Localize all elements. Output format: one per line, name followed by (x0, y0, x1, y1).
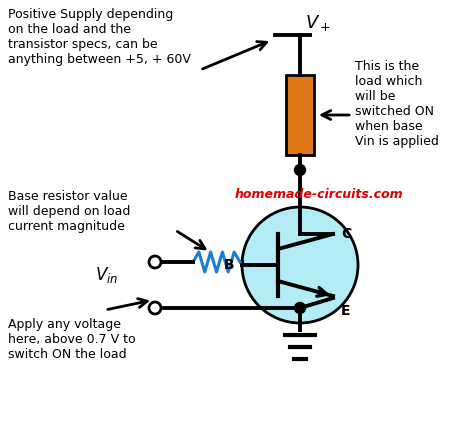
Text: homemade-circuits.com: homemade-circuits.com (235, 189, 404, 202)
Circle shape (294, 303, 306, 314)
Text: B: B (223, 258, 234, 272)
Text: C: C (341, 227, 351, 241)
Circle shape (149, 256, 161, 268)
Circle shape (294, 165, 306, 176)
Text: $V_{in}$: $V_{in}$ (95, 265, 118, 285)
Circle shape (242, 207, 358, 323)
Text: $V_+$: $V_+$ (305, 13, 331, 33)
Bar (286, 75, 314, 155)
Text: This is the
load which
will be
switched ON
when base
Vin is applied: This is the load which will be switched … (355, 60, 439, 148)
Circle shape (149, 302, 161, 314)
Text: Apply any voltage
here, above 0.7 V to
switch ON the load: Apply any voltage here, above 0.7 V to s… (8, 318, 136, 361)
Text: Positive Supply depending
on the load and the
transistor specs, can be
anything : Positive Supply depending on the load an… (8, 8, 191, 66)
Text: Base resistor value
will depend on load
current magnitude: Base resistor value will depend on load … (8, 190, 130, 233)
Text: E: E (341, 304, 350, 318)
